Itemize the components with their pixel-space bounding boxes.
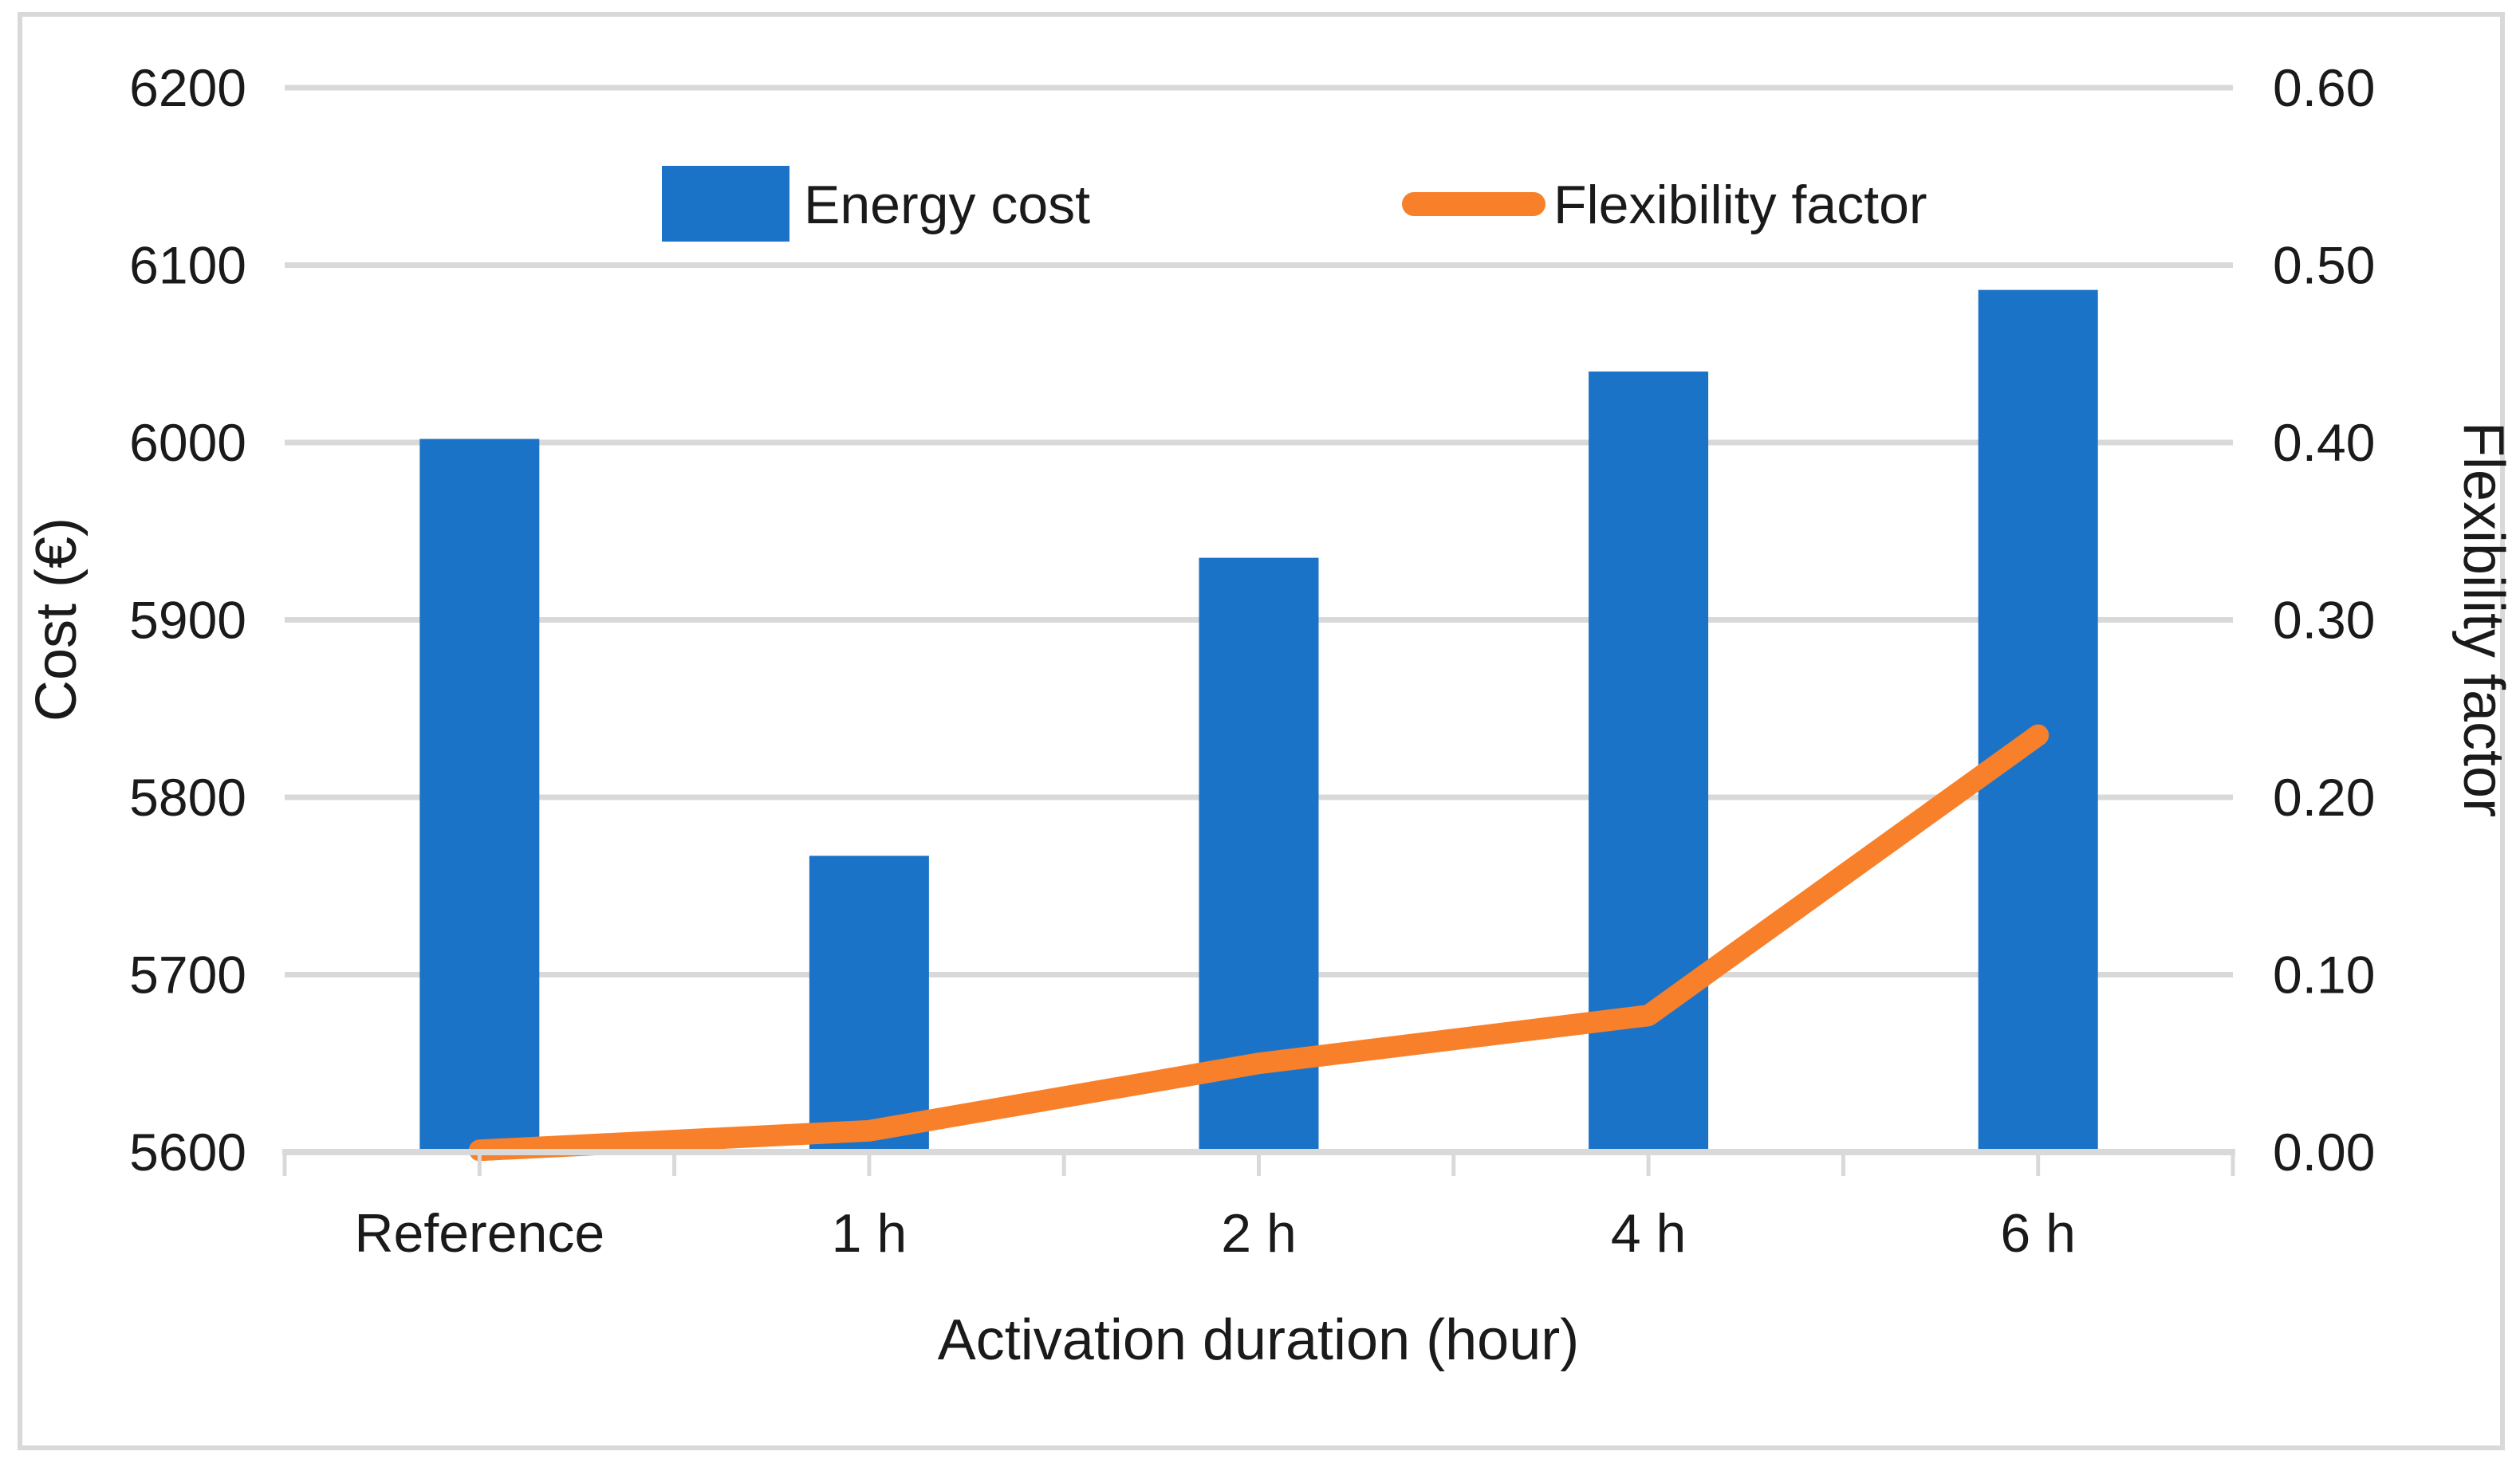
x-category-label: 6 h — [2000, 1203, 2076, 1264]
axes-layer — [282, 1149, 2235, 1176]
right-axis-tick-label: 0.30 — [2273, 591, 2375, 650]
left-axis-tick-label: 5600 — [129, 1123, 246, 1182]
x-axis-title: Activation duration (hour) — [938, 1308, 1579, 1372]
bar-energy-cost — [1978, 289, 2098, 1152]
legend-label-energy-cost: Energy cost — [804, 175, 1090, 235]
bar-energy-cost — [809, 855, 929, 1152]
line-series-layer — [468, 724, 2049, 1162]
right-axis-tick-label: 0.10 — [2273, 946, 2375, 1005]
gridlines-layer — [285, 85, 2233, 977]
right-axis-tick-label: 0.00 — [2273, 1123, 2375, 1182]
right-axis-tick-label: 0.60 — [2273, 58, 2375, 117]
left-axis-tick-label: 6000 — [129, 413, 246, 472]
x-category-label: Reference — [354, 1203, 604, 1264]
left-axis-tick-label: 6100 — [129, 236, 246, 295]
x-category-label: 4 h — [1611, 1203, 1687, 1264]
legend: Energy cost Flexibility factor — [662, 166, 1927, 242]
right-axis-tick-label: 0.50 — [2273, 236, 2375, 295]
right-axis-tick-label: 0.40 — [2273, 413, 2375, 472]
legend-swatch-energy-cost — [662, 166, 789, 242]
bar-energy-cost — [1589, 372, 1709, 1152]
left-axis-tick-label: 5700 — [129, 946, 246, 1005]
legend-label-flexibility-factor: Flexibility factor — [1553, 175, 1927, 235]
flexibility-factor-line — [468, 724, 2049, 1162]
x-category-label: 2 h — [1221, 1203, 1297, 1264]
x-category-label: 1 h — [832, 1203, 908, 1264]
bar-energy-cost — [419, 439, 540, 1152]
right-axis-tick-label: 0.20 — [2273, 768, 2375, 827]
axis-tick-labels-layer: 5600 0.00 5700 0.10 5800 0.20 5900 0.30 6000 0.40… — [129, 58, 2375, 1264]
bar-series-layer — [419, 289, 2098, 1152]
left-axis-tick-label: 6200 — [129, 58, 246, 117]
legend-swatch-flexibility-factor — [1402, 192, 1545, 216]
left-axis-tick-label: 5800 — [129, 768, 246, 827]
right-axis-title: Flexibility factor — [2451, 422, 2515, 817]
left-axis-tick-label: 5900 — [129, 591, 246, 650]
left-axis-title: Cost (€) — [25, 517, 89, 722]
